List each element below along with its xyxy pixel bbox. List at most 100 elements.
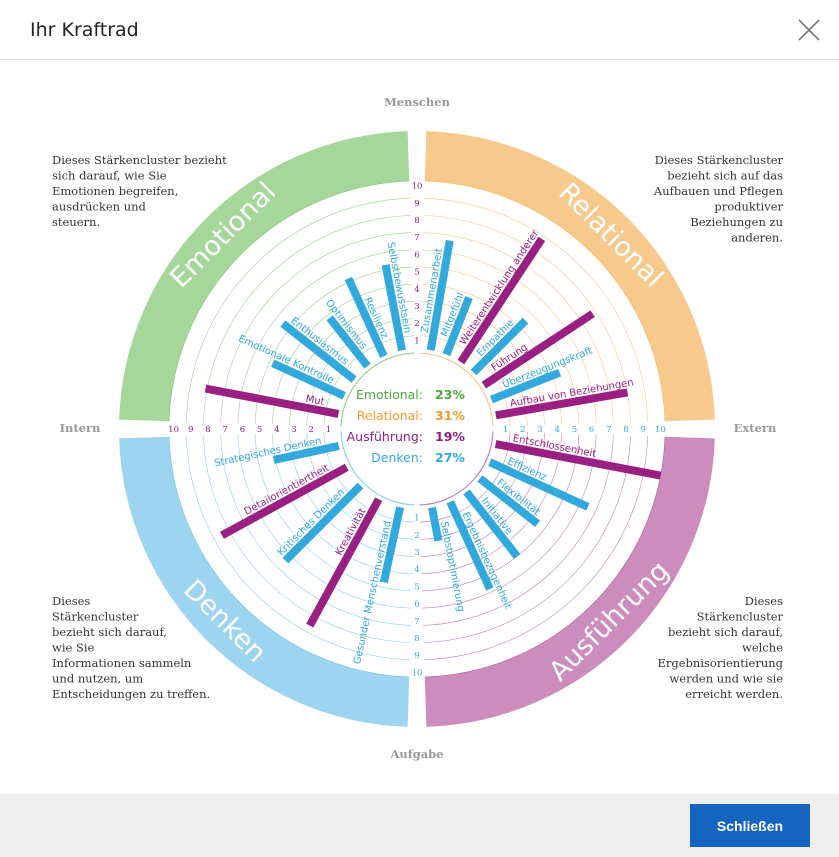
axis-label: Extern (734, 421, 777, 435)
strength-bar (495, 388, 629, 420)
strength-bar (271, 359, 346, 400)
strength-bar (463, 489, 521, 559)
ring-tick-label: 9 (640, 425, 645, 435)
cluster-band-title: Ausführung (543, 555, 675, 687)
ring-tick-label: 7 (414, 233, 419, 243)
strength-bar (428, 506, 443, 542)
ring-tick-label: 2 (520, 425, 525, 435)
ring-tick-label: 10 (412, 182, 423, 192)
strength-bar (344, 276, 388, 358)
ring-tick-label: 5 (572, 425, 577, 435)
ring-tick-label: 8 (205, 425, 210, 435)
grid-ring (423, 435, 631, 643)
cluster-description: Dieses Stärkencluster bezieht (52, 153, 227, 167)
ring-tick-label: 6 (240, 425, 245, 435)
grid-ring (424, 436, 648, 660)
cluster-band-title: Emotional (164, 176, 282, 294)
grid-ring (340, 431, 415, 506)
strength-bar (381, 264, 406, 352)
summary-value: 27% (435, 450, 465, 465)
strength-bar (379, 506, 405, 584)
ring-tick-label: 1 (414, 336, 419, 346)
cluster-description: Stärkencluster (52, 610, 139, 624)
cluster-description: erreicht werden. (685, 687, 783, 701)
ring-tick-label: 9 (414, 199, 419, 209)
summary-label: Denken: (371, 450, 423, 465)
grid-ring (237, 249, 412, 424)
ring-tick-label: 9 (188, 425, 193, 435)
cluster-band-denken (119, 436, 410, 727)
grid-ring (220, 232, 411, 423)
ring-tick-label: 6 (414, 600, 419, 610)
strength-bar (219, 463, 349, 539)
cluster-description: Dieses (52, 594, 90, 608)
ring-tick-label: 3 (291, 425, 296, 435)
center-circle (345, 357, 489, 501)
cluster-band-title: Relational (552, 177, 669, 294)
ring-tick-label: 4 (414, 565, 419, 575)
grid-ring (254, 266, 412, 424)
cluster-description: produktiver (714, 200, 783, 214)
summary-label: Emotional: (356, 387, 423, 402)
cluster-description: steuern. (52, 215, 100, 229)
grid-ring (203, 215, 411, 423)
grid-ring (424, 180, 666, 422)
grid-ring (203, 435, 411, 643)
ring-tick-label: 10 (168, 425, 179, 435)
grid-ring (420, 432, 528, 540)
ring-tick-label: 8 (414, 216, 419, 226)
cluster-description: bezieht sich darauf, (52, 625, 167, 639)
ring-tick-label: 6 (414, 250, 419, 260)
strength-bar (477, 475, 541, 527)
strength-bar (326, 315, 371, 369)
cluster-description: Ergebnisorientierung (658, 656, 784, 670)
strength-bar (204, 384, 340, 418)
strength-bar (457, 236, 546, 365)
ring-tick-label: 1 (503, 425, 508, 435)
cluster-description: welche (742, 641, 783, 655)
ring-tick-label: 2 (414, 531, 419, 541)
strength-bar (442, 296, 473, 357)
cluster-band-emotional (119, 131, 410, 422)
ring-tick-label: 5 (414, 582, 419, 592)
cluster-description: wie Sie (52, 641, 95, 655)
grid-ring (423, 232, 614, 423)
ring-tick-label: 6 (589, 425, 594, 435)
grid-ring (422, 266, 580, 424)
cluster-description: Informationen sammeln (52, 656, 192, 670)
ring-tick-label: 5 (414, 268, 419, 278)
dialog-title: Ihr Kraftrad (30, 19, 139, 41)
ring-tick-label: 10 (412, 668, 423, 678)
summary-value: 19% (435, 429, 465, 444)
grid-ring (186, 436, 410, 660)
cluster-description: bezieht sich auf das (667, 169, 783, 183)
grid-ring (186, 198, 410, 422)
close-button[interactable]: Schließen (690, 804, 810, 847)
ring-tick-label: 2 (308, 425, 313, 435)
cluster-description: Entscheidungen zu treffen. (52, 687, 210, 701)
grid-ring (421, 433, 563, 575)
grid-ring (422, 434, 597, 609)
cluster-description: Stärkencluster (697, 610, 784, 624)
strength-bar (306, 497, 383, 628)
grid-ring (422, 249, 597, 424)
ring-tick-label: 2 (414, 319, 419, 329)
grid-ring (271, 283, 413, 425)
grid-ring (423, 215, 631, 423)
grid-ring (419, 352, 494, 427)
grid-ring (420, 432, 545, 557)
cluster-band-relational (424, 131, 715, 422)
strength-bar (470, 317, 529, 376)
grid-ring (289, 301, 414, 426)
summary-label: Relational: (357, 408, 423, 423)
cluster-description: Beziehungen zu (690, 215, 783, 229)
summary-value: 31% (435, 408, 465, 423)
strength-label: Mut (305, 394, 326, 408)
dialog-footer: Schließen (0, 794, 839, 857)
ring-tick-label: 8 (623, 425, 628, 435)
strength-bar (426, 239, 454, 351)
close-icon[interactable] (795, 16, 823, 44)
strength-bar (280, 320, 357, 383)
grid-ring (419, 431, 494, 506)
